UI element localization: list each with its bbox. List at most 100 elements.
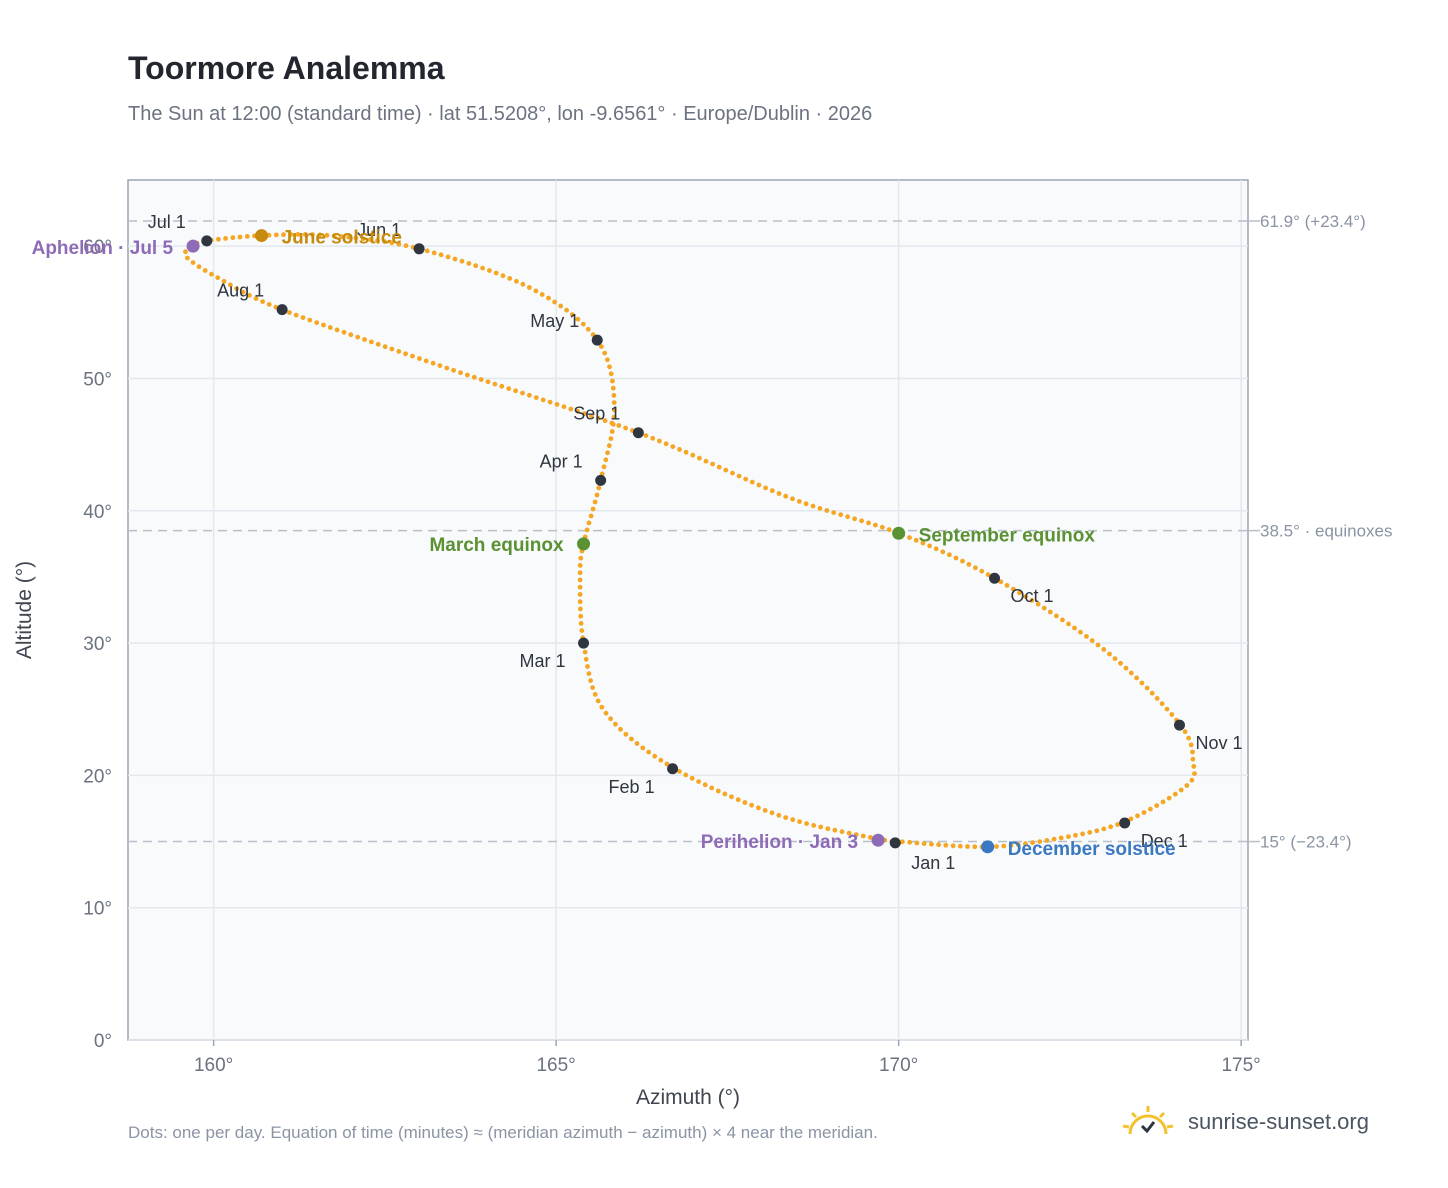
daily-sun-dot xyxy=(1192,771,1197,776)
daily-sun-dot xyxy=(1182,729,1188,735)
daily-sun-dot xyxy=(375,238,380,243)
daily-sun-dot xyxy=(913,537,919,543)
daily-sun-dot xyxy=(1066,621,1071,627)
daily-sun-dot xyxy=(577,577,583,583)
daily-sun-dot xyxy=(610,385,616,391)
daily-sun-dot xyxy=(783,493,789,499)
daily-sun-dot xyxy=(459,258,465,264)
daily-sun-dot xyxy=(577,570,583,576)
daily-sun-dot xyxy=(776,491,782,496)
daily-sun-dot xyxy=(575,316,581,322)
daily-sun-dot xyxy=(223,236,229,241)
daily-sun-dot xyxy=(611,414,617,420)
daily-sun-dot xyxy=(369,339,374,345)
daily-sun-dot xyxy=(321,322,326,328)
daily-sun-dot xyxy=(403,351,408,357)
daily-sun-dot xyxy=(410,353,415,359)
daily-sun-dot xyxy=(1054,613,1059,619)
y-tick-label: 50° xyxy=(83,369,112,390)
daily-sun-dot xyxy=(1141,810,1147,815)
daily-sun-dot xyxy=(900,839,905,845)
event-marker xyxy=(186,239,200,253)
daily-sun-dot xyxy=(520,281,526,287)
daily-sun-dot xyxy=(879,524,885,530)
daily-sun-dot xyxy=(287,310,292,315)
daily-sun-dot xyxy=(539,292,545,297)
daily-sun-dot xyxy=(603,457,609,463)
daily-sun-dot xyxy=(608,371,614,377)
daily-sun-dot xyxy=(1066,834,1071,839)
daily-sun-dot xyxy=(317,232,323,238)
daily-sun-dot xyxy=(783,815,789,820)
daily-sun-dot xyxy=(582,411,587,416)
daily-sun-dot xyxy=(796,499,802,504)
daily-sun-dot xyxy=(253,296,259,301)
daily-sun-dot xyxy=(914,840,920,846)
daily-sun-dot xyxy=(825,826,831,832)
month-marker xyxy=(667,763,679,775)
y-tick-label: 10° xyxy=(83,899,112,920)
daily-sun-dot xyxy=(608,436,614,441)
daily-sun-dot xyxy=(444,365,450,371)
daily-sun-dot xyxy=(327,325,333,330)
event-label: March equinox xyxy=(429,535,564,556)
daily-sun-dot xyxy=(921,841,927,846)
daily-sun-dot xyxy=(396,241,402,247)
y-tick-label: 30° xyxy=(83,634,112,655)
daily-sun-dot xyxy=(1159,701,1165,707)
daily-sun-dot xyxy=(703,458,709,464)
daily-sun-dot xyxy=(1017,590,1022,596)
daily-sun-dot xyxy=(936,842,941,848)
daily-sun-dot xyxy=(561,404,567,410)
daily-sun-dot xyxy=(492,381,498,387)
daily-sun-dot xyxy=(389,346,395,352)
daily-sun-dot xyxy=(749,479,755,485)
month-label: Apr 1 xyxy=(540,451,583,471)
x-tick-label: 160° xyxy=(194,1055,233,1076)
daily-sun-dot xyxy=(595,698,601,704)
daily-sun-dot xyxy=(196,264,202,270)
daily-sun-dot xyxy=(480,265,485,271)
daily-sun-dot xyxy=(831,510,837,515)
daily-sun-dot xyxy=(389,240,395,246)
daily-sun-dot xyxy=(552,299,557,305)
daily-sun-dot xyxy=(839,829,845,835)
daily-sun-dot xyxy=(592,692,598,697)
daily-sun-dot xyxy=(838,512,844,518)
reference-line-label: 15° (−23.4°) xyxy=(1260,833,1352,852)
x-tick-label: 170° xyxy=(879,1055,918,1076)
daily-sun-dot xyxy=(742,800,748,805)
daily-sun-dot xyxy=(202,268,208,273)
brand-logo[interactable]: sunrise-sunset.org xyxy=(1120,1104,1369,1140)
daily-sun-dot xyxy=(953,555,959,561)
daily-sun-dot xyxy=(355,334,361,340)
daily-sun-dot xyxy=(803,501,809,507)
month-marker xyxy=(201,235,213,247)
daily-sun-dot xyxy=(594,492,600,498)
daily-sun-dot xyxy=(585,664,590,669)
daily-sun-dot xyxy=(1154,803,1160,808)
daily-sun-dot xyxy=(445,254,451,260)
daily-sun-dot xyxy=(743,476,749,482)
daily-sun-dot xyxy=(1128,670,1134,676)
daily-sun-dot xyxy=(1101,826,1107,832)
daily-sun-dot xyxy=(546,295,551,301)
daily-sun-dot xyxy=(677,769,682,774)
daily-sun-dot xyxy=(221,278,227,284)
daily-sun-dot xyxy=(610,378,615,384)
daily-sun-dot xyxy=(307,317,313,323)
daily-sun-dot xyxy=(430,360,436,366)
daily-sun-dot xyxy=(1029,598,1035,603)
daily-sun-dot xyxy=(940,549,946,555)
daily-sun-dot xyxy=(578,555,584,561)
daily-sun-dot xyxy=(1148,806,1153,812)
daily-sun-dot xyxy=(722,791,728,797)
daily-sun-dot xyxy=(1078,629,1083,635)
month-marker xyxy=(595,474,607,486)
daily-sun-dot xyxy=(611,400,617,405)
y-axis-label: Altitude (°) xyxy=(13,561,36,659)
daily-sun-dot xyxy=(595,415,601,421)
daily-sun-dot xyxy=(403,243,409,249)
daily-sun-dot xyxy=(558,303,564,309)
daily-sun-dot xyxy=(331,233,337,239)
